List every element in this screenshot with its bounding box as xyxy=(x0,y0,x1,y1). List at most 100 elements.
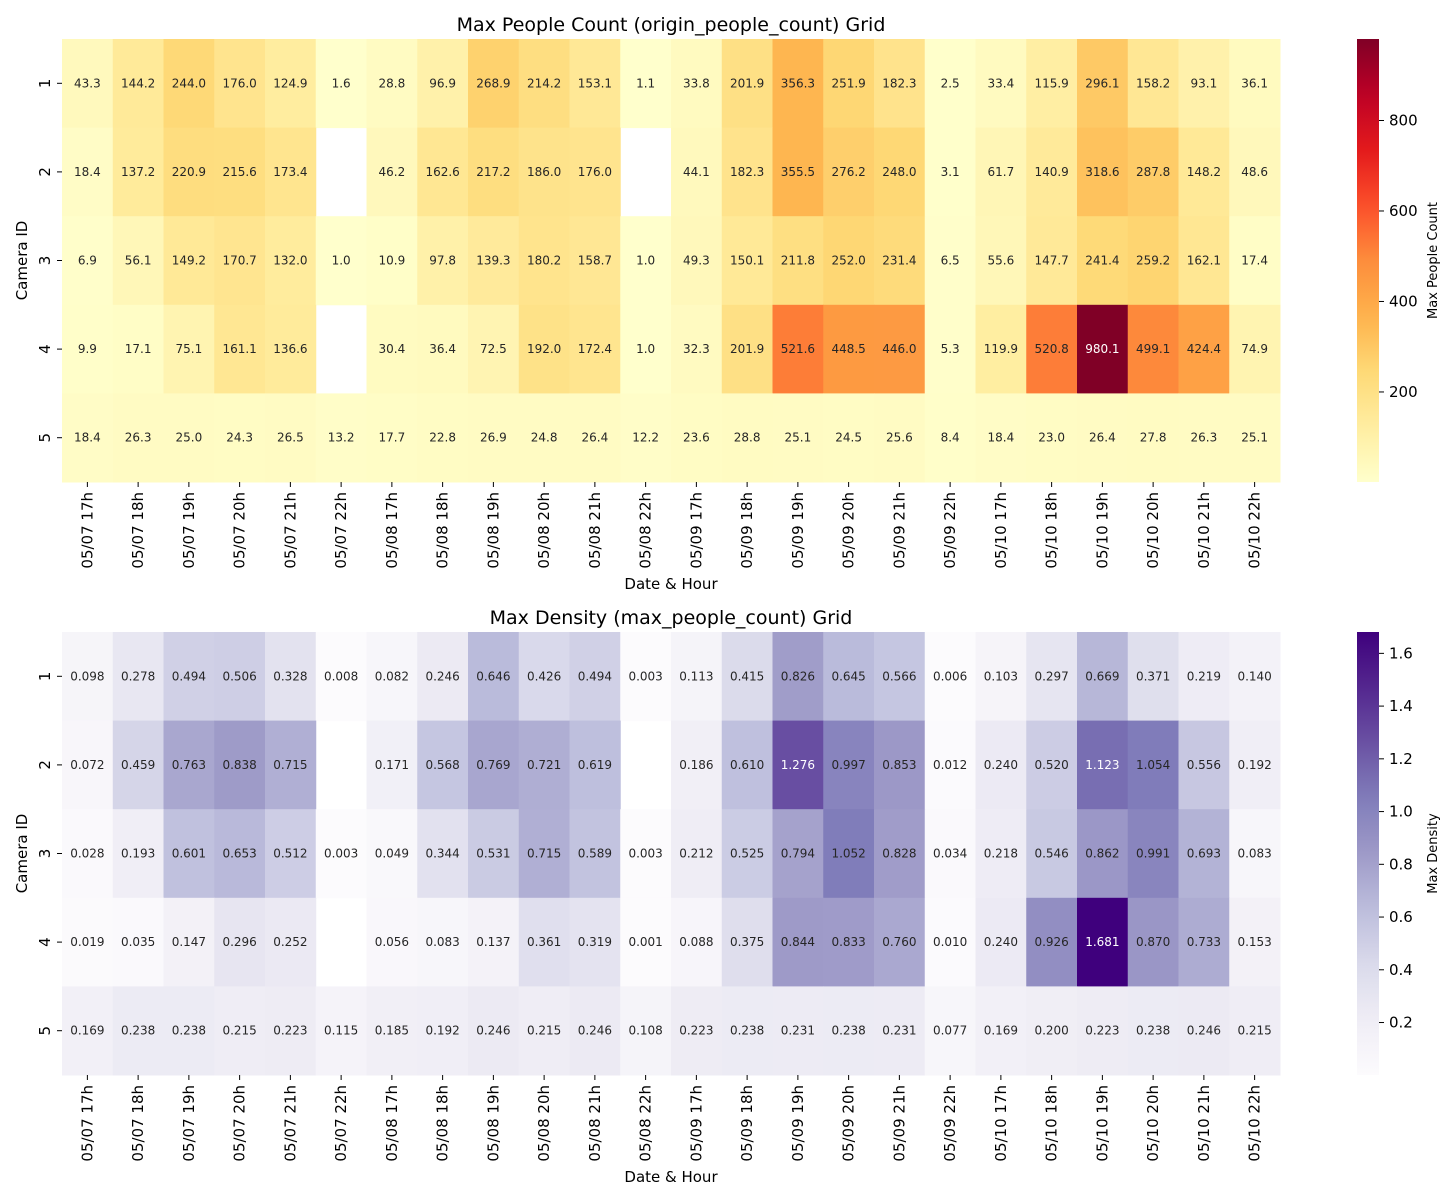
heatmap-cell xyxy=(721,304,773,394)
heatmap-cell xyxy=(1178,39,1230,129)
cell-value-label: 162.6 xyxy=(425,165,459,179)
heatmap-cell xyxy=(924,304,976,394)
cell-value-label: 1.0 xyxy=(636,254,655,268)
heatmap-cell xyxy=(721,216,773,306)
x-tick-label: 05/08 17h xyxy=(383,1085,401,1162)
cell-value-label: 0.218 xyxy=(984,847,1018,861)
heatmap-cell xyxy=(924,897,976,987)
colorbar-gradient xyxy=(1357,632,1379,1075)
heatmap-cell xyxy=(366,304,418,394)
heatmap-cell xyxy=(62,809,114,899)
cell-value-label: 0.546 xyxy=(1034,847,1068,861)
heatmap-cell xyxy=(1178,393,1230,483)
heatmap-cell xyxy=(265,304,317,394)
y-tick-label: 1 xyxy=(36,79,54,89)
heatmap-cell xyxy=(975,127,1027,217)
cell-value-label: 23.0 xyxy=(1038,431,1065,445)
x-tick-label: 05/07 22h xyxy=(332,492,350,569)
cell-value-label: 0.215 xyxy=(222,1024,256,1038)
heatmap-cell xyxy=(62,216,114,306)
cell-value-label: 3.1 xyxy=(941,165,960,179)
cell-value-label: 17.4 xyxy=(1241,254,1268,268)
cell-value-label: 521.6 xyxy=(781,342,815,356)
cell-value-label: 0.520 xyxy=(1034,758,1068,772)
heatmap-cell xyxy=(518,897,570,987)
cell-value-label: 10.9 xyxy=(379,254,406,268)
heatmap-cells: 43.3 144.2 244.0 176.0 124.9 1.6 28.8 96.9 268.9… xyxy=(62,39,1281,483)
heatmap-cell xyxy=(1127,809,1179,899)
heatmap-cell xyxy=(417,39,469,129)
cell-value-label: 0.192 xyxy=(425,1024,459,1038)
heatmap-cell xyxy=(1127,304,1179,394)
heatmap-cell xyxy=(112,897,164,987)
heatmap-cell xyxy=(112,216,164,306)
colorbar-tick-label: 800 xyxy=(1389,111,1418,129)
cell-value-label: 180.2 xyxy=(527,254,561,268)
cell-value-label: 0.010 xyxy=(933,935,967,949)
x-tick-label: 05/10 19h xyxy=(1093,492,1111,569)
x-tick-label: 05/08 20h xyxy=(535,492,553,569)
cell-value-label: 150.1 xyxy=(730,254,764,268)
heatmap-cell xyxy=(1229,809,1281,899)
heatmap-cell xyxy=(1026,632,1078,722)
cell-value-label: 0.240 xyxy=(984,935,1018,949)
cell-value-label: 0.733 xyxy=(1187,935,1221,949)
cell-value-label: 0.098 xyxy=(70,669,104,683)
cell-value-label: 46.2 xyxy=(379,165,406,179)
x-tick-label: 05/10 22h xyxy=(1246,492,1264,569)
cell-value-label: 0.721 xyxy=(527,758,561,772)
x-tick-label: 05/10 20h xyxy=(1144,492,1162,569)
cell-value-label: 446.0 xyxy=(882,342,916,356)
heatmap-cell xyxy=(721,39,773,129)
heatmap-cell xyxy=(1229,39,1281,129)
heatmap-cell xyxy=(163,897,215,987)
x-tick-label: 05/07 20h xyxy=(231,1085,249,1162)
x-axis-label: Date & Hour xyxy=(624,575,718,593)
heatmap-cell xyxy=(620,986,672,1076)
heatmap-cell xyxy=(1077,897,1129,987)
heatmap-cell xyxy=(1127,393,1179,483)
cell-value-label: 0.238 xyxy=(172,1024,206,1038)
cell-value-label: 18.4 xyxy=(74,431,101,445)
heatmap-cell xyxy=(265,632,317,722)
colorbar-tick-label: 400 xyxy=(1389,292,1418,310)
heatmap-cell xyxy=(1178,632,1230,722)
x-tick-label: 05/08 21h xyxy=(586,1085,604,1162)
cell-value-label: 28.8 xyxy=(379,76,406,90)
cell-value-label: 33.8 xyxy=(683,76,710,90)
cell-value-label: 520.8 xyxy=(1034,342,1068,356)
heatmap-cell xyxy=(721,393,773,483)
cell-value-label: 241.4 xyxy=(1085,254,1119,268)
cell-value-label: 36.4 xyxy=(429,342,456,356)
cell-value-label: 0.246 xyxy=(425,669,459,683)
cell-value-label: 0.556 xyxy=(1187,758,1221,772)
x-tick-label: 05/10 21h xyxy=(1195,1085,1213,1162)
heatmap-cell xyxy=(772,986,824,1076)
cell-value-label: 0.082 xyxy=(375,669,409,683)
heatmap-cell xyxy=(569,986,621,1076)
y-axis-label: Camera ID xyxy=(13,814,31,894)
cell-value-label: 30.4 xyxy=(379,342,406,356)
heatmap-cell xyxy=(823,632,875,722)
heatmap-cell xyxy=(518,809,570,899)
x-tick-label: 05/07 21h xyxy=(281,1085,299,1162)
cell-value-label: 0.870 xyxy=(1136,935,1170,949)
heatmap-cell xyxy=(315,986,367,1076)
cell-value-label: 6.5 xyxy=(941,254,960,268)
cell-value-label: 0.238 xyxy=(1136,1024,1170,1038)
heatmap-cell xyxy=(518,216,570,306)
cell-value-label: 148.2 xyxy=(1187,165,1221,179)
heatmap-cell xyxy=(1229,216,1281,306)
heatmap-cell xyxy=(265,393,317,483)
cell-value-label: 0.828 xyxy=(882,847,916,861)
cell-value-label: 0.669 xyxy=(1085,669,1119,683)
colorbar-tick-label: 0.2 xyxy=(1389,1014,1413,1032)
cell-value-label: 0.459 xyxy=(121,758,155,772)
heatmap-cell xyxy=(975,304,1027,394)
cell-value-label: 182.3 xyxy=(730,165,764,179)
x-tick-label: 05/07 21h xyxy=(281,492,299,569)
heatmap-cell xyxy=(975,632,1027,722)
heatmap-cell xyxy=(620,393,672,483)
x-tick-label: 05/09 18h xyxy=(738,492,756,569)
cell-value-label: 26.4 xyxy=(582,431,609,445)
